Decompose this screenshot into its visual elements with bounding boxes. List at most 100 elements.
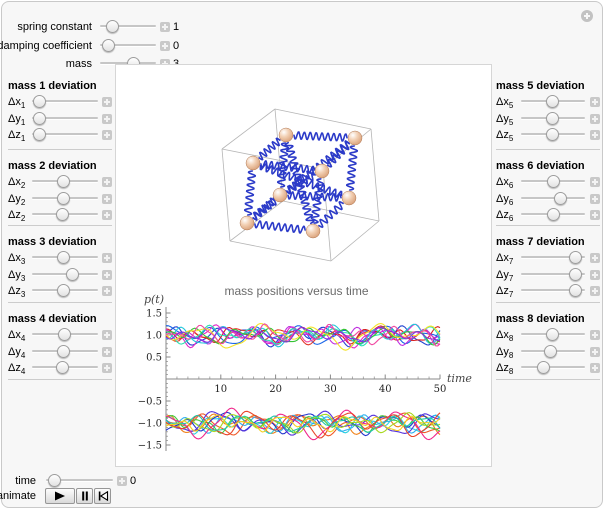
- mass-sphere-8: [239, 215, 255, 231]
- slider-thumb[interactable]: [546, 95, 559, 108]
- plus-icon[interactable]: [102, 114, 112, 124]
- slider-thumb[interactable]: [57, 251, 70, 264]
- delta-x7-slider[interactable]: [521, 251, 585, 264]
- plus-icon[interactable]: [160, 22, 170, 32]
- spring: [258, 137, 281, 161]
- mass-spring-3d-view[interactable]: [158, 79, 458, 284]
- delta-z2-slider[interactable]: [32, 208, 98, 221]
- plus-icon[interactable]: [102, 253, 112, 263]
- slider-thumb[interactable]: [537, 361, 550, 374]
- plus-icon[interactable]: [590, 97, 600, 107]
- delta-z6-slider[interactable]: [521, 208, 585, 221]
- slider-thumb[interactable]: [546, 112, 559, 125]
- slider-thumb[interactable]: [57, 192, 70, 205]
- slider-thumb[interactable]: [546, 128, 559, 141]
- delta-y4-slider[interactable]: [32, 345, 98, 358]
- slider-thumb[interactable]: [102, 39, 115, 52]
- slider-thumb[interactable]: [546, 328, 559, 341]
- plus-icon[interactable]: [160, 41, 170, 51]
- delta-z7-slider[interactable]: [521, 284, 585, 297]
- delta-y7-slider[interactable]: [521, 268, 585, 281]
- slider-thumb[interactable]: [554, 192, 567, 205]
- spring-constant-slider[interactable]: [100, 20, 156, 33]
- plot-series-18: [165, 410, 441, 436]
- damping-coefficient-slider[interactable]: [100, 39, 156, 52]
- slider-thumb[interactable]: [57, 175, 70, 188]
- delta-y2-slider[interactable]: [32, 192, 98, 205]
- plus-circle-icon[interactable]: [581, 10, 593, 22]
- mass-sphere-7: [305, 223, 321, 239]
- delta-x1-slider[interactable]: [32, 95, 98, 108]
- slider-thumb[interactable]: [33, 112, 46, 125]
- slider-thumb[interactable]: [106, 20, 119, 33]
- plus-icon[interactable]: [590, 363, 600, 373]
- plus-icon[interactable]: [590, 177, 600, 187]
- slider-thumb[interactable]: [33, 95, 46, 108]
- delta-x3-slider[interactable]: [32, 251, 98, 264]
- plus-icon[interactable]: [102, 286, 112, 296]
- plus-icon[interactable]: [117, 476, 127, 486]
- slider-thumb[interactable]: [569, 268, 582, 281]
- delta-y5-slider[interactable]: [521, 112, 585, 125]
- pause-button[interactable]: [76, 488, 93, 504]
- slider-thumb[interactable]: [547, 208, 560, 221]
- slider-thumb[interactable]: [544, 345, 557, 358]
- slider-thumb[interactable]: [56, 361, 69, 374]
- delta-x5-slider[interactable]: [521, 95, 585, 108]
- delta-y8-label: Δy8: [496, 346, 514, 361]
- play-button[interactable]: [45, 488, 75, 504]
- bounding-box-edge: [274, 108, 284, 202]
- slider-thumb[interactable]: [33, 128, 46, 141]
- plus-icon[interactable]: [102, 330, 112, 340]
- delta-z3-slider[interactable]: [32, 284, 98, 297]
- delta-z8-slider[interactable]: [521, 361, 585, 374]
- delta-z8-label: Δz8: [496, 362, 514, 377]
- plus-icon[interactable]: [102, 210, 112, 220]
- slider-thumb[interactable]: [569, 251, 582, 264]
- delta-x6-slider[interactable]: [521, 175, 585, 188]
- plus-icon[interactable]: [590, 286, 600, 296]
- plus-icon[interactable]: [102, 270, 112, 280]
- bounding-box-edge: [330, 220, 380, 262]
- delta-z3-label: Δz3: [8, 285, 26, 300]
- plus-icon[interactable]: [102, 177, 112, 187]
- delta-y6-slider[interactable]: [521, 192, 585, 205]
- plot-text: −1.5: [138, 441, 162, 452]
- plus-icon[interactable]: [102, 347, 112, 357]
- slider-thumb[interactable]: [66, 268, 79, 281]
- plus-icon[interactable]: [590, 347, 600, 357]
- delta-y1-slider[interactable]: [32, 112, 98, 125]
- delta-y8-slider[interactable]: [521, 345, 585, 358]
- plus-icon[interactable]: [590, 210, 600, 220]
- plot-text: 1.5: [146, 309, 162, 320]
- delta-x8-slider[interactable]: [521, 328, 585, 341]
- slider-thumb[interactable]: [547, 175, 560, 188]
- plus-icon[interactable]: [590, 194, 600, 204]
- delta-x4-slider[interactable]: [32, 328, 98, 341]
- delta-z5-label: Δz5: [496, 129, 514, 144]
- delta-x2-slider[interactable]: [32, 175, 98, 188]
- plus-icon[interactable]: [102, 97, 112, 107]
- reset-button[interactable]: [94, 488, 111, 504]
- slider-thumb[interactable]: [48, 474, 61, 487]
- delta-y3-slider[interactable]: [32, 268, 98, 281]
- plus-icon[interactable]: [590, 253, 600, 263]
- plus-icon[interactable]: [590, 330, 600, 340]
- plus-icon[interactable]: [102, 130, 112, 140]
- slider-thumb[interactable]: [569, 284, 582, 297]
- delta-z1-slider[interactable]: [32, 128, 98, 141]
- plus-icon[interactable]: [102, 194, 112, 204]
- slider-thumb[interactable]: [56, 208, 69, 221]
- delta-z5-slider[interactable]: [521, 128, 585, 141]
- separator: [8, 379, 112, 380]
- slider-thumb[interactable]: [57, 345, 70, 358]
- time-slider[interactable]: [46, 474, 113, 487]
- plus-icon[interactable]: [590, 270, 600, 280]
- delta-z4-slider[interactable]: [32, 361, 98, 374]
- slider-thumb[interactable]: [58, 328, 71, 341]
- plus-icon[interactable]: [590, 130, 600, 140]
- slider-thumb[interactable]: [57, 284, 70, 297]
- plus-icon[interactable]: [102, 363, 112, 373]
- plus-icon[interactable]: [590, 114, 600, 124]
- spring: [310, 178, 325, 224]
